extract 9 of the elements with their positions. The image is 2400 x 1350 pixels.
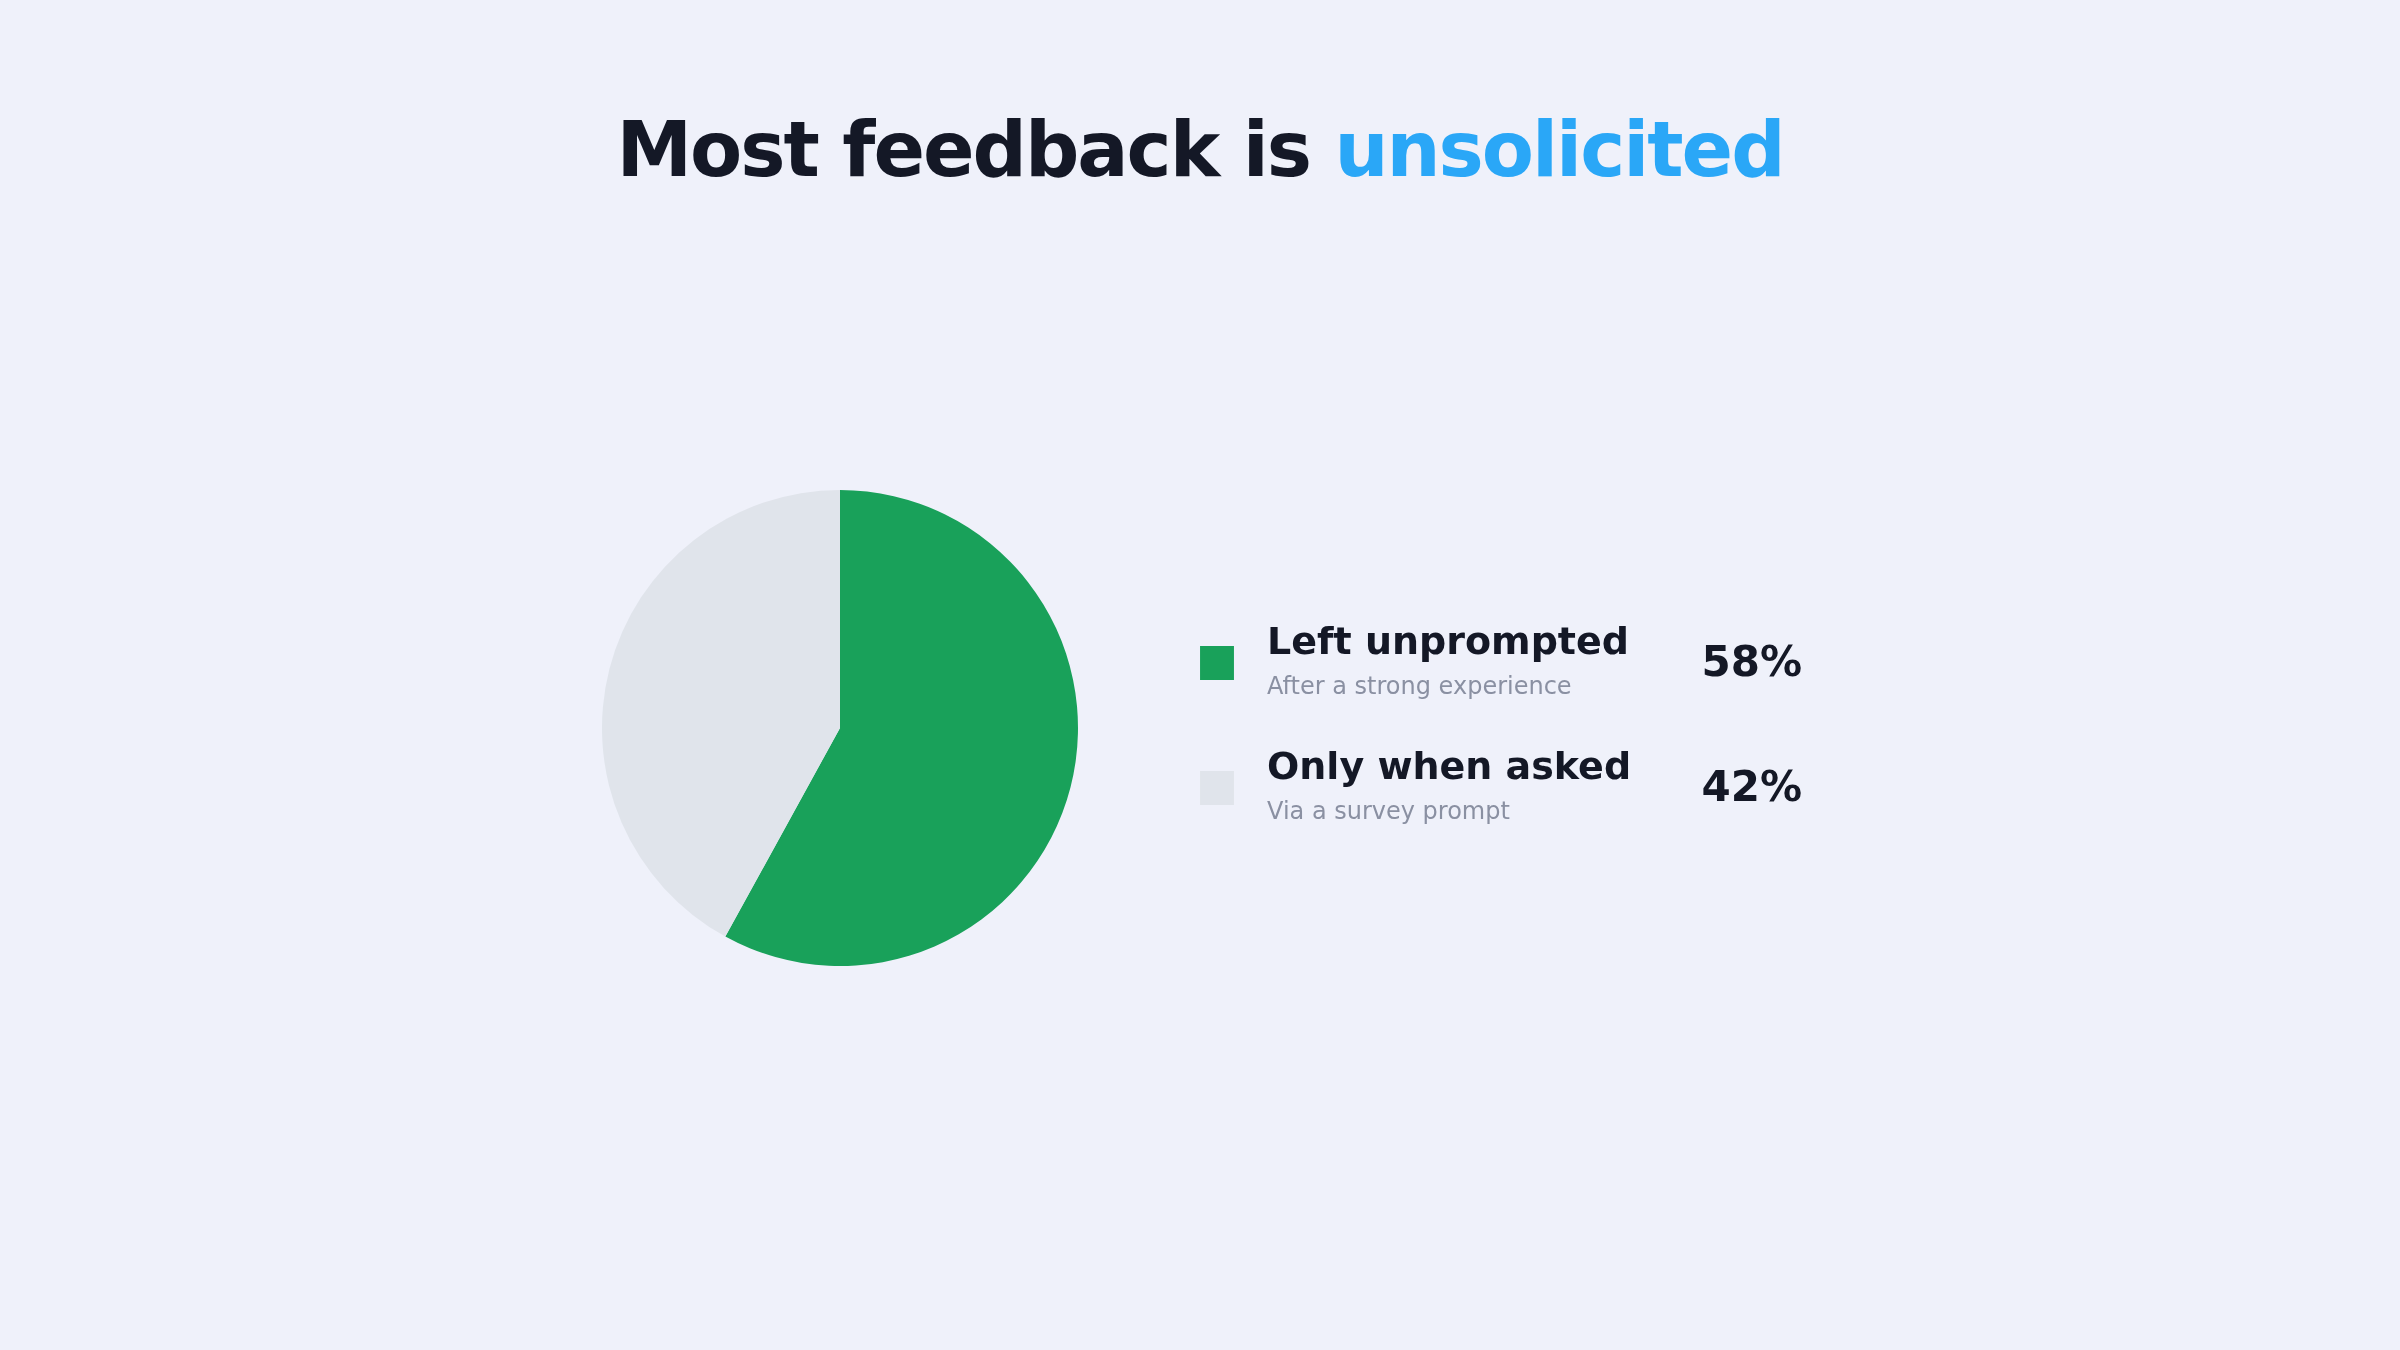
- text: Via a survey prompt: [1267, 797, 1510, 825]
- legend-label: Only when asked: [1267, 744, 1632, 788]
- pie-slice: [725, 490, 1078, 966]
- legend-label: Left unprompted: [1267, 619, 1630, 663]
- data-label: 42%: [1701, 762, 1802, 811]
- pie-slice: [602, 490, 840, 937]
- text: After a strong experience: [1267, 672, 1572, 700]
- chart-title: Most feedback is unsolicited: [616, 105, 1784, 194]
- data-label: 58%: [1701, 637, 1802, 686]
